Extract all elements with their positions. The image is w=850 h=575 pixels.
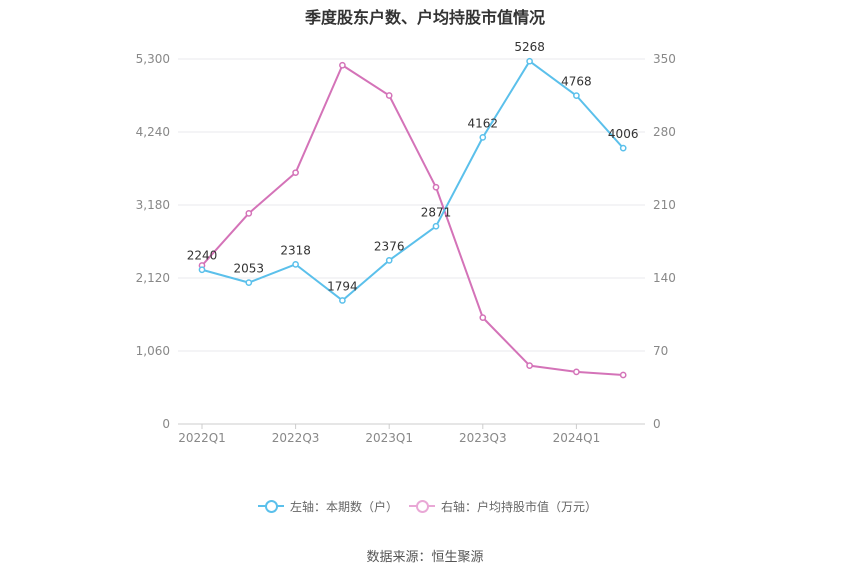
left-series-point [292,261,299,268]
right-series-point [292,169,299,177]
left-series-point [573,92,580,99]
right-series-point [339,61,346,69]
right-series-point [245,209,253,217]
x-axis-tick-label: 2023Q3 [459,431,507,445]
data-label: 2240 [187,249,218,263]
left-series-point [339,297,346,304]
x-axis-tick-label: 2022Q3 [272,431,320,445]
left-series-point [432,222,440,230]
data-label: 4768 [561,75,592,89]
right-series-point [619,371,627,379]
x-axis-tick-label: 2022Q1 [178,431,226,445]
legend-left-series-marker-icon [258,499,284,513]
right-series-point [479,314,487,321]
left-axis-tick-label: 5,300 [136,52,170,66]
right-axis-tick-label: 350 [653,52,676,66]
left-series-line [201,60,624,302]
chart-title: 季度股东户数、户均持股市值情况 [304,8,545,27]
legend-left-series-label: 左轴：本期数（户） [290,499,399,514]
right-axis-tick-label: 0 [653,417,661,431]
grid-lines [178,58,645,429]
data-label: 2871 [421,205,452,219]
left-axis-tick-labels: 0 1,060 2,120 3,180 4,240 5,300 [136,52,170,431]
right-axis-tick-labels: 0 70 140 210 280 350 [653,52,676,431]
right-series-point [573,368,580,376]
data-label: 2376 [374,239,405,253]
data-label: 5268 [514,40,545,54]
left-series-point [479,134,487,141]
right-axis-tick-label: 140 [653,271,676,285]
x-axis-tick-labels: 2022Q1 2022Q3 2023Q1 2023Q3 2024Q1 [178,431,600,445]
left-axis-tick-label: 3,180 [136,198,170,212]
data-source-note: 数据来源：恒生聚源 [366,550,484,565]
left-axis-tick-label: 1,060 [136,344,170,358]
left-series-point [245,279,253,286]
data-label: 2053 [234,262,265,276]
x-axis-tick-label: 2023Q1 [365,431,413,445]
left-series-point [385,257,393,264]
legend-right-series-marker-icon [409,499,435,513]
right-axis-tick-label: 280 [653,125,676,139]
right-axis-tick-label: 210 [653,198,676,212]
data-label: 2318 [280,243,311,257]
right-series-point [385,92,393,99]
right-series-point [526,362,533,369]
left-axis-tick-label: 0 [162,417,170,431]
right-series-line [201,64,624,376]
left-axis-tick-label: 2,120 [136,271,170,285]
right-series-point [432,183,440,191]
data-label: 1794 [327,279,358,293]
legend-right-series-label: 右轴：户均持股市值（万元） [441,499,598,514]
legend-item-right-series[interactable]: 右轴：户均持股市值（万元） [409,497,597,515]
data-label: 4162 [468,116,499,130]
data-label: 4006 [608,127,639,141]
data-labels: 2240 2053 2318 1794 2376 2871 4162 5268 4768 4006 [187,40,639,293]
legend-item-left-series[interactable]: 左轴：本期数（户） [258,497,398,515]
left-series-point [198,266,206,274]
left-series-point [526,57,533,65]
right-axis-tick-label: 70 [653,344,668,358]
left-series-point [619,144,627,152]
series-layer [198,57,627,379]
left-axis-tick-label: 4,240 [136,125,170,139]
x-axis-tick-label: 2024Q1 [553,431,601,445]
